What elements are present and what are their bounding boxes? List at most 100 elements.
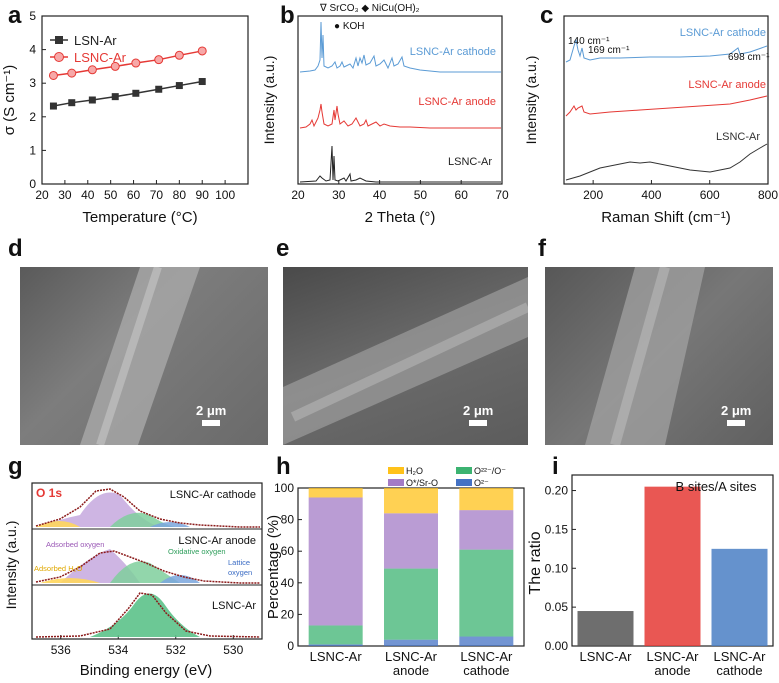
bar-segment-O*/Sr-O (459, 510, 514, 550)
xps-lsnc-ar-fit (35, 592, 261, 638)
panel-i-ytick-label: 0.00 (545, 639, 569, 653)
panel-i-chart: 0.000.050.100.150.20 LSNC-Ar LSNC-Aranode… (527, 474, 774, 678)
raman-peak-698: 698 cm⁻¹ (728, 52, 770, 63)
xps-h2o-label: Adsorbed H₂O (34, 564, 83, 573)
raman-peak-169: 169 cm⁻¹ (588, 45, 630, 56)
legend-swatch-h2o (388, 467, 404, 474)
panel-c-xtick-label: 200 (583, 188, 603, 202)
panel-i-category-label: LSNC-Ar (646, 649, 699, 664)
panel-label-g: g (8, 453, 23, 480)
panel-label-d: d (8, 235, 23, 262)
scale-bar-f: 2 μm (721, 403, 751, 426)
xps-title: O 1s (36, 486, 62, 500)
xrd-label-lsnc-ar: LSNC-Ar (448, 156, 492, 168)
bar-segment-O²²⁻/O⁻ (308, 625, 363, 645)
panel-g-frame (31, 482, 263, 640)
panel-g-xtick-label: 530 (223, 643, 243, 657)
xps-anode-lattice-oxygen (160, 575, 200, 583)
raman-lsnc-ar-curve (565, 143, 768, 181)
panel-i-category-label: LSNC-Ar (713, 649, 766, 664)
data-point-LSNC-Ar (48, 70, 58, 80)
panel-h-legend: H₂O O²²⁻/O⁻ O*/Sr-O O²⁻ (388, 466, 506, 488)
legend-swatch-o2 (456, 479, 472, 486)
bar-segment-O²²⁻/O⁻ (384, 568, 438, 640)
xrd-lsnc-ar-curve (299, 145, 501, 183)
bar-0 (577, 611, 634, 646)
panel-h-ytick-label: 80 (281, 513, 295, 527)
xps-anode-h2o (40, 578, 100, 583)
data-point-LSN-Ar (175, 82, 183, 90)
bar-segment-O*/Sr-O (384, 513, 438, 569)
legend-h2o: H₂O (406, 466, 423, 476)
panel-a-xtick-label: 30 (58, 188, 72, 202)
scale-bar-e: 2 μm (463, 403, 493, 426)
panel-b-ylabel: Intensity (a.u.) (261, 56, 277, 145)
xps-label-lsnc-ar: LSNC-Ar (212, 600, 256, 612)
xrd-phase-legend-1: ∇ SrCO₃ ◆ NiCu(OH)₂ (319, 3, 420, 14)
panel-a-xtick-label: 70 (150, 188, 164, 202)
legend-lsnc-ar: LSNC-Ar (74, 50, 127, 65)
xps-lattice-label-2: oxygen (228, 568, 252, 577)
panel-h-category-label: cathode (463, 663, 509, 678)
panel-a-chart: 20 30 40 50 60 70 80 90 100 0 1 2 3 4 5 LSN-Ar LSNC-Ar… (1, 9, 249, 226)
panel-a-xtick-label: 90 (196, 188, 210, 202)
data-point-LSN-Ar (111, 93, 119, 101)
data-point-LSNC-Ar (174, 50, 184, 60)
data-point-LSNC-Ar (67, 68, 77, 78)
legend-swatch-o2-2 (456, 467, 472, 474)
xps-lattice-label-1: Lattice (228, 558, 250, 567)
panel-c-frame (563, 15, 769, 185)
panel-label-b: b (280, 2, 295, 29)
panel-b-xtick-label: 60 (455, 188, 469, 202)
bar-segment-O²⁻ (384, 639, 438, 646)
panel-a-ytick-label: 1 (29, 143, 36, 157)
panel-b-frame (297, 15, 503, 185)
bar-segment-O²²⁻/O⁻ (459, 549, 514, 637)
raman-label-anode: LSNC-Ar anode (688, 79, 766, 91)
panel-a-xlabel: Temperature (°C) (82, 209, 197, 226)
panel-h-ytick-label: 60 (281, 544, 295, 558)
panel-a-xtick-label: 80 (173, 188, 187, 202)
panel-i-category-label: anode (654, 663, 690, 678)
bar-segment-O*/Sr-O (308, 497, 363, 626)
panel-b-xlabel: 2 Theta (°) (365, 209, 436, 226)
legend-osr: O*/Sr-O (406, 478, 438, 488)
panel-label-a: a (8, 2, 22, 29)
xrd-cathode-curve (299, 21, 501, 73)
xrd-label-anode: LSNC-Ar anode (418, 96, 496, 108)
xrd-anode-curve (299, 103, 501, 129)
panel-label-h: h (276, 453, 291, 480)
panel-a-legend: LSN-Ar LSNC-Ar (50, 33, 127, 65)
panel-h-ylabel: Percentage (%) (265, 515, 282, 619)
bar-segment-H₂O (308, 488, 363, 498)
panel-a-ytick-label: 5 (29, 9, 36, 23)
xps-oxidative-oxygen-label: Oxidative oxygen (168, 547, 226, 556)
panel-b-xtick-label: 70 (495, 188, 509, 202)
xps-label-cathode: LSNC-Ar cathode (170, 489, 256, 501)
xps-anode-oxidative-oxygen (110, 561, 180, 583)
panel-h-ytick-label: 40 (281, 576, 295, 590)
panel-h-category-label: anode (393, 663, 429, 678)
panel-g-xtick-label: 536 (51, 643, 71, 657)
panel-a-xtick-label: 40 (81, 188, 95, 202)
legend-swatch-osr (388, 479, 404, 486)
bar-segment-O²⁻ (459, 636, 514, 646)
panel-i-title: B sites/A sites (676, 479, 757, 494)
xps-label-anode: LSNC-Ar anode (178, 535, 256, 547)
panel-b-xtick-label: 20 (291, 188, 305, 202)
panel-a-frame (41, 15, 249, 185)
panel-g-xtick-label: 532 (166, 643, 186, 657)
data-point-LSN-Ar (49, 102, 57, 110)
raman-anode-curve (565, 95, 768, 117)
panel-c-ylabel: Intensity (a.u.) (523, 56, 539, 145)
panel-i-ylabel: The ratio (527, 531, 544, 594)
panel-b-xtick-label: 30 (332, 188, 346, 202)
panel-a-ytick-label: 2 (29, 110, 36, 124)
xps-adsorbed-oxygen-label: Adsorbed oxygen (46, 540, 104, 549)
scale-bar-d: 2 μm (196, 403, 226, 426)
panel-g-chart: 536 534 532 530 O 1s LSNC-Ar cathode LSNC-A… (3, 482, 263, 679)
panel-i-ytick-label: 0.15 (545, 522, 569, 536)
panel-c-xtick-label: 400 (641, 188, 661, 202)
sem-image-e: 2 μm (283, 267, 528, 445)
legend-lsn-ar: LSN-Ar (74, 33, 117, 48)
